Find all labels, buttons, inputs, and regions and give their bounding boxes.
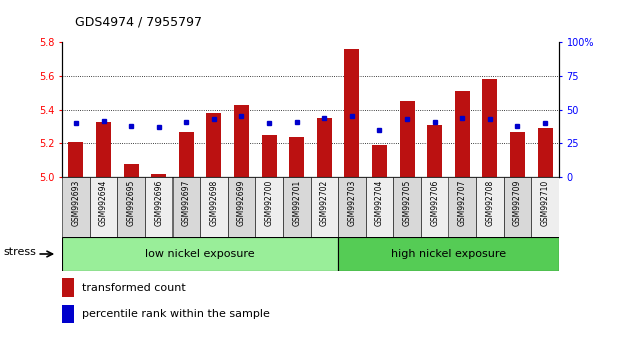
Bar — [372, 145, 387, 177]
Bar — [62, 177, 89, 237]
Text: GSM992703: GSM992703 — [347, 180, 356, 227]
Text: transformed count: transformed count — [82, 282, 186, 293]
Bar — [393, 177, 421, 237]
Bar — [124, 164, 138, 177]
Text: stress: stress — [3, 247, 36, 257]
Text: GSM992694: GSM992694 — [99, 180, 108, 227]
Text: percentile rank within the sample: percentile rank within the sample — [82, 309, 270, 319]
Bar — [289, 137, 304, 177]
Bar — [261, 135, 277, 177]
Text: GSM992697: GSM992697 — [182, 180, 191, 227]
Text: GSM992700: GSM992700 — [265, 180, 274, 227]
Bar — [179, 132, 194, 177]
Bar — [62, 304, 74, 323]
Bar — [173, 177, 200, 237]
Bar — [234, 105, 249, 177]
Text: GSM992696: GSM992696 — [154, 180, 163, 227]
Text: high nickel exposure: high nickel exposure — [391, 249, 506, 259]
Bar — [228, 177, 255, 237]
Bar — [532, 177, 559, 237]
Bar — [310, 177, 338, 237]
Bar — [200, 177, 228, 237]
Bar — [117, 177, 145, 237]
Bar — [206, 113, 222, 177]
Bar — [283, 177, 310, 237]
Bar — [68, 142, 83, 177]
Text: GSM992693: GSM992693 — [71, 180, 80, 227]
Text: GSM992706: GSM992706 — [430, 180, 439, 227]
Bar — [255, 177, 283, 237]
Bar — [427, 125, 442, 177]
Bar — [510, 132, 525, 177]
Text: GDS4974 / 7955797: GDS4974 / 7955797 — [75, 15, 202, 28]
Bar — [62, 237, 338, 271]
Bar — [448, 177, 476, 237]
Bar — [483, 79, 497, 177]
Bar — [151, 174, 166, 177]
Bar — [455, 91, 470, 177]
Bar — [338, 177, 366, 237]
Text: GSM992698: GSM992698 — [209, 180, 219, 226]
Text: GSM992708: GSM992708 — [486, 180, 494, 226]
Bar — [338, 237, 559, 271]
Bar — [366, 177, 393, 237]
Bar — [538, 128, 553, 177]
Bar — [504, 177, 532, 237]
Bar — [344, 49, 360, 177]
Text: low nickel exposure: low nickel exposure — [145, 249, 255, 259]
Text: GSM992709: GSM992709 — [513, 180, 522, 227]
Bar — [89, 177, 117, 237]
Bar — [317, 118, 332, 177]
Bar — [145, 177, 173, 237]
Bar — [399, 101, 415, 177]
Text: GSM992710: GSM992710 — [541, 180, 550, 226]
Bar — [62, 278, 74, 297]
Text: GSM992705: GSM992705 — [402, 180, 412, 227]
Bar — [96, 121, 111, 177]
Text: GSM992704: GSM992704 — [375, 180, 384, 227]
Bar — [421, 177, 448, 237]
Text: GSM992707: GSM992707 — [458, 180, 467, 227]
Text: GSM992695: GSM992695 — [127, 180, 135, 227]
Text: GSM992702: GSM992702 — [320, 180, 329, 226]
Text: GSM992701: GSM992701 — [292, 180, 301, 226]
Bar — [476, 177, 504, 237]
Text: GSM992699: GSM992699 — [237, 180, 246, 227]
